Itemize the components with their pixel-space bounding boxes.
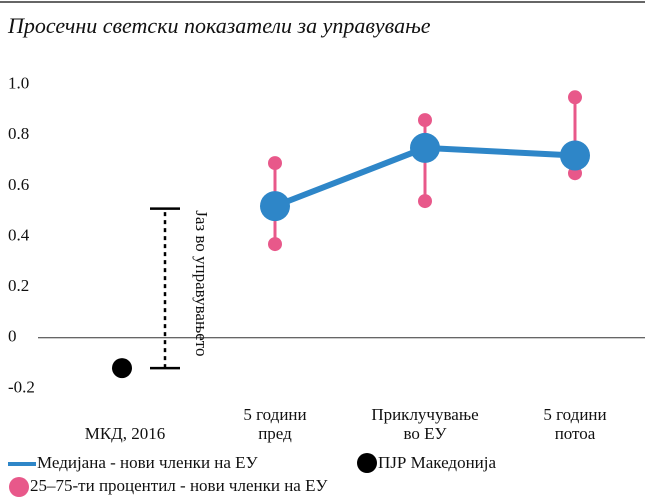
x-tick-label: МКД, 2016 bbox=[85, 424, 166, 443]
y-tick-label: 1.0 bbox=[8, 74, 29, 93]
median-point bbox=[410, 132, 440, 163]
legend-label: Медијана - нови членки на ЕУ bbox=[37, 453, 259, 472]
legend-label: ПЈР Македонија bbox=[378, 453, 496, 472]
y-tick-label: 0.4 bbox=[8, 225, 30, 244]
y-tick-label: -0.2 bbox=[8, 377, 35, 396]
range-high bbox=[418, 113, 432, 128]
median-point bbox=[260, 191, 290, 222]
x-tick-label: потоа bbox=[555, 424, 596, 443]
x-tick-label: 5 години bbox=[543, 405, 606, 424]
legend-swatch bbox=[357, 453, 377, 473]
x-tick-label: 5 години bbox=[243, 405, 306, 424]
y-tick-label: 0.8 bbox=[8, 124, 29, 143]
range-high bbox=[568, 90, 582, 105]
legend-swatch bbox=[9, 477, 29, 497]
y-tick-label: 0.6 bbox=[8, 175, 29, 194]
x-tick-label: Приклучување bbox=[371, 405, 478, 424]
median-point bbox=[560, 140, 590, 171]
x-tick-label: во ЕУ bbox=[403, 424, 447, 443]
y-tick-label: 0 bbox=[8, 327, 17, 346]
range-high bbox=[268, 156, 282, 171]
range-low bbox=[418, 194, 432, 209]
mkd-point bbox=[112, 358, 132, 379]
legend-label: 25–75-ти процентил - нови членки на ЕУ bbox=[30, 476, 328, 495]
x-tick-label: пред bbox=[258, 424, 292, 443]
chart-title: Просечни светски показатели за управувањ… bbox=[7, 13, 431, 38]
y-tick-label: 0.2 bbox=[8, 276, 29, 295]
range-low bbox=[268, 237, 282, 252]
gap-label: Јаз во управувањето bbox=[192, 210, 211, 356]
